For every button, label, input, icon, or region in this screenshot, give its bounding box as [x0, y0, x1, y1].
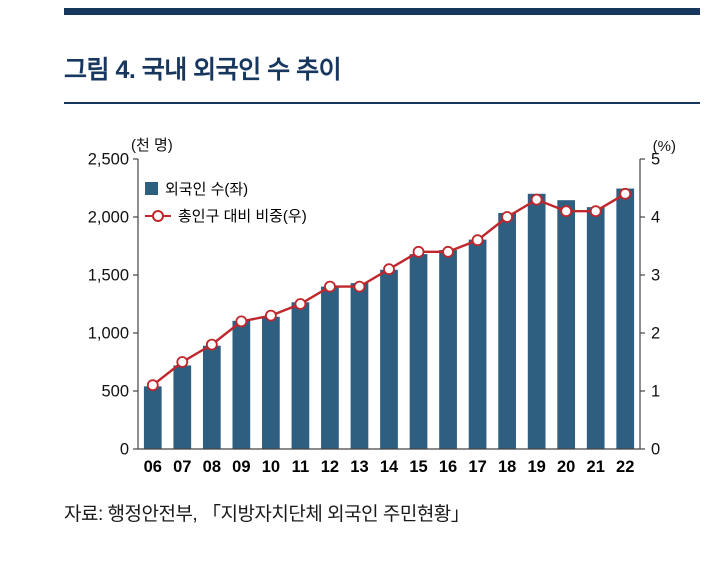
bar-foreigner-count [498, 212, 516, 449]
x-axis-category-label: 16 [439, 458, 457, 476]
right-axis-tick-label: 4 [651, 209, 660, 227]
title-divider [64, 102, 700, 104]
bar-foreigner-count [143, 386, 162, 449]
line-marker [235, 315, 248, 328]
bar-foreigner-count [291, 302, 310, 449]
x-axis-category-label: 12 [321, 458, 339, 476]
legend-label-bar: 외국인 수(좌) [165, 181, 249, 198]
bar-foreigner-count [202, 345, 221, 449]
line-marker [353, 280, 366, 293]
bar-foreigner-count [409, 254, 428, 449]
bar-foreigner-count [439, 250, 457, 449]
x-axis-category-label: 13 [350, 458, 368, 476]
figure-title: 그림 4. 국내 외국인 수 추이 [64, 56, 342, 84]
x-axis-category-label: 08 [203, 458, 221, 476]
bar-foreigner-count [350, 283, 369, 449]
right-axis-unit-label: (%) [652, 138, 676, 155]
x-axis-category-label: 09 [232, 458, 250, 476]
x-axis-category-label: 06 [144, 458, 162, 476]
chart-legend: 외국인 수(좌) 총인구 대비 비중(우) [145, 178, 307, 226]
bar-foreigner-count [557, 200, 576, 449]
line-swatch-icon [145, 209, 171, 222]
circle-marker-icon [152, 209, 164, 222]
left-axis-tick-label: 1,500 [88, 267, 129, 285]
x-axis-category-label: 18 [498, 458, 516, 476]
left-axis-tick-label: 1,000 [88, 325, 129, 343]
x-axis-category-label: 15 [409, 458, 427, 476]
left-axis-tick-label: 2,000 [88, 209, 129, 227]
line-marker [619, 187, 632, 200]
line-marker [294, 298, 307, 310]
x-axis-category-label: 19 [527, 458, 545, 476]
x-axis-category-label: 20 [557, 458, 575, 476]
chart-area: (천 명) (%) 0 500 1,000 1,500 2,000 2,500 0 1 2 3 4 5… [65, 124, 680, 476]
x-axis-category-label: 07 [173, 458, 191, 476]
top-divider [64, 8, 700, 15]
left-axis-tick-label: 0 [120, 441, 129, 459]
x-axis-category-label: 17 [468, 458, 486, 476]
bar-swatch-icon [145, 182, 158, 195]
x-axis-category-label: 22 [616, 458, 634, 476]
legend-item-foreigner-count: 외국인 수(좌) [145, 178, 307, 199]
x-axis-category-label: 10 [262, 458, 280, 476]
line-marker [560, 205, 573, 218]
bar-foreigner-count [173, 365, 192, 449]
line-marker [146, 379, 159, 392]
left-axis-tick-label: 2,500 [88, 151, 129, 169]
legend-label-line: 총인구 대비 비중(우) [178, 208, 307, 225]
bar-foreigner-count [468, 239, 487, 449]
right-axis-tick-label: 1 [651, 383, 660, 401]
line-marker [589, 205, 602, 218]
left-axis-unit-label: (천 명) [131, 137, 173, 154]
line-marker [442, 245, 454, 258]
right-axis-tick-label: 2 [651, 325, 660, 343]
right-axis-tick-label: 5 [651, 151, 660, 169]
bar-foreigner-count [262, 316, 280, 449]
bar-foreigner-count [527, 193, 546, 449]
left-axis-tick-label: 500 [101, 383, 129, 401]
right-axis-tick-label: 0 [651, 441, 660, 459]
legend-item-population-share: 총인구 대비 비중(우) [145, 205, 307, 226]
line-marker [501, 211, 514, 223]
x-axis-category-label: 14 [380, 458, 399, 476]
x-axis-category-label: 11 [292, 458, 309, 476]
line-marker [324, 280, 336, 293]
bar-foreigner-count [616, 188, 635, 449]
bar-foreigner-count [380, 269, 398, 449]
right-axis-tick-label: 3 [651, 267, 660, 285]
bar-foreigner-count [232, 320, 251, 449]
bar-foreigner-count [586, 207, 605, 449]
line-marker [205, 338, 218, 351]
bar-foreigner-count [321, 286, 339, 449]
source-note: 자료: 행정안전부, 「지방자치단체 외국인 주민현황」 [64, 504, 470, 525]
line-marker [264, 309, 277, 322]
line-marker [176, 356, 189, 368]
line-marker [383, 263, 395, 276]
line-marker [412, 245, 425, 258]
x-axis-category-label: 21 [587, 458, 605, 476]
line-marker [530, 193, 543, 206]
line-marker [471, 234, 484, 247]
